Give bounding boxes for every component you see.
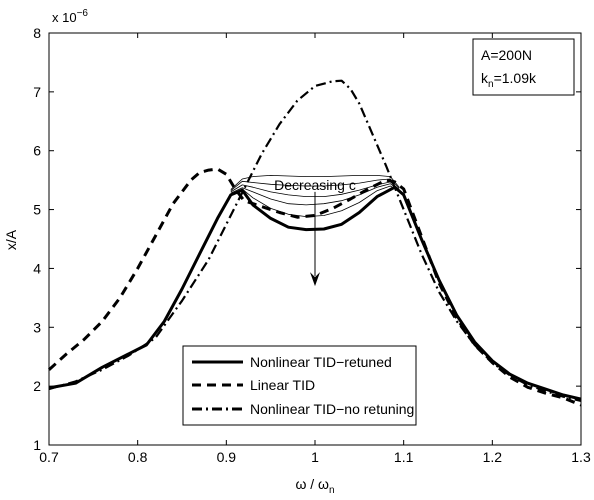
- info-box-frame: [472, 38, 575, 96]
- legend-label-linear: Linear TID: [250, 377, 315, 393]
- y-tick-label: 6: [33, 143, 41, 159]
- info-box-line-1: A=200N: [481, 47, 532, 63]
- series-line-linear-tid: [47, 167, 582, 407]
- info-box: A=200N kn=1.09k: [472, 38, 575, 96]
- y-tick-label: 2: [33, 378, 41, 394]
- y-tick-label: 5: [33, 202, 41, 218]
- x-axis-label: ω / ωn: [295, 476, 334, 496]
- x-tick-label: 0.8: [128, 449, 148, 465]
- y-tick-label: 8: [33, 25, 41, 41]
- legend-frame: [182, 345, 417, 426]
- y-tick-label: 3: [33, 319, 41, 335]
- y-axis-label: x/A: [3, 229, 19, 250]
- x-axis-label-subscript: n: [329, 485, 335, 496]
- y-tick-label: 7: [33, 84, 41, 100]
- y-multiplier-exponent: −6: [77, 8, 89, 19]
- legend-label-no-retuning: Nonlinear TID−no retuning: [250, 401, 414, 417]
- y-tick-label: 1: [33, 437, 41, 453]
- info-box-line-2-subscript: n: [488, 79, 494, 90]
- legend-label-retuned: Nonlinear TID−retuned: [250, 354, 392, 370]
- ticks-layer: 0.7 0.8 0.9 1 1.1 1.2 1.3 1 2 3 4 5 6 7 8: [33, 25, 591, 465]
- annotation-text: Decreasing c: [274, 177, 356, 193]
- x-tick-label: 1.1: [394, 449, 414, 465]
- series-line-intermediate-7: [230, 174, 400, 190]
- x-tick-label: 0.9: [217, 449, 237, 465]
- info-box-line-2: kn=1.09k: [481, 70, 537, 90]
- arrow-head: [310, 272, 320, 287]
- x-tick-label: 1.3: [571, 449, 591, 465]
- series-line-intermediate-6: [230, 178, 400, 192]
- y-tick-label: 4: [33, 260, 41, 276]
- legend: Nonlinear TID−retuned Linear TID Nonline…: [182, 345, 417, 426]
- y-multiplier: x 10−6: [52, 8, 88, 25]
- x-tick-label: 0.7: [39, 449, 59, 465]
- x-tick-label: 1: [311, 449, 319, 465]
- x-tick-label: 1.2: [483, 449, 503, 465]
- annotation-arrow: [310, 191, 320, 287]
